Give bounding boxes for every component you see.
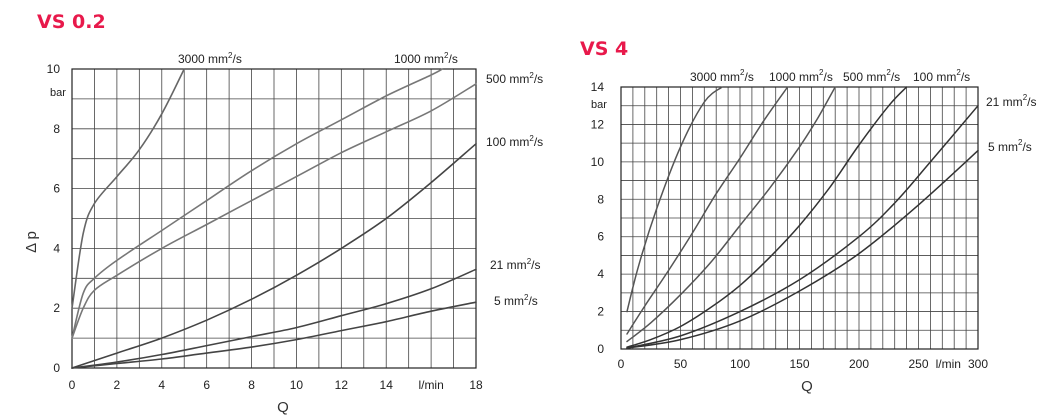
vs02-x-tick-label: 6 [203, 378, 210, 392]
vs4-x-tick-label: l/min [936, 357, 961, 371]
vs4-label-100: 100 mm2/s [913, 68, 970, 84]
vs4-x-axis-label: Q [801, 378, 813, 395]
vs4-label-1000: 1000 mm2/s [769, 68, 833, 84]
vs4-series-line-5 [626, 149, 979, 349]
vs4-series-line-100 [626, 86, 908, 348]
vs4-x-tick-label: 150 [789, 357, 809, 371]
vs4-grid [620, 86, 979, 350]
vs02-label-21: 21 mm2/s [490, 257, 540, 272]
vs02-x-tick-label: 8 [248, 378, 255, 392]
vs4-chart-title: VS 4 [580, 38, 628, 60]
vs4-series-line-1000 [626, 86, 789, 335]
vs4-y-tick-label: 6 [597, 230, 604, 244]
vs4-x-tick-label: 0 [618, 357, 625, 371]
vs4-plot-frame [620, 86, 979, 350]
vs02-series-line-5 [71, 301, 477, 369]
vs02-y-tick-label: 4 [53, 241, 60, 255]
vs02-y-tick-label: 8 [53, 122, 60, 136]
vs02-x-tick-label: 2 [114, 378, 121, 392]
vs4-series-line-3000 [626, 86, 723, 313]
vs02-label-3000: 3000 mm2/s [178, 51, 242, 66]
vs4-x-tick-labels: 0 50 100 150 200 250 l/min 300 [618, 357, 989, 371]
vs02-y-tick-labels: 0 2 4 6 8 10 [47, 62, 61, 375]
vs02-label-100: 100 mm2/s [486, 134, 543, 149]
vs4-series-line-500 [626, 86, 836, 343]
vs4-y-unit: bar [591, 99, 607, 111]
vs4-chart: VS 4 0 2 4 6 8 10 12 14 0 50 100 150 200 250 l/min 300… [580, 38, 1036, 395]
vs4-series [626, 86, 979, 349]
vs02-label-1000: 1000 mm2/s [394, 51, 458, 66]
vs4-y-tick-label: 14 [591, 80, 605, 94]
vs02-x-tick-labels: 0 2 4 6 8 10 12 14 l/min 18 [69, 378, 483, 392]
vs02-y-tick-label: 0 [53, 361, 60, 375]
vs02-series-line-3000 [71, 68, 185, 309]
vs4-y-tick-label: 8 [597, 192, 604, 206]
vs02-chart-title: VS 0.2 [37, 11, 106, 33]
vs4-y-tick-label: 2 [597, 305, 604, 319]
vs02-x-tick-label: 12 [335, 378, 349, 392]
vs4-label-5: 5 mm2/s [988, 138, 1032, 154]
vs4-y-tick-labels: 0 2 4 6 8 10 12 14 [591, 80, 605, 356]
vs02-x-axis-label: Q [277, 399, 289, 415]
vs4-y-tick-label: 4 [597, 267, 604, 281]
vs02-x-tick-label: 4 [158, 378, 165, 392]
vs02-x-tick-label: 14 [380, 378, 394, 392]
vs4-label-3000: 3000 mm2/s [690, 68, 754, 84]
vs02-label-500: 500 mm2/s [486, 71, 543, 86]
vs02-x-tick-label: 0 [69, 378, 76, 392]
vs4-x-tick-label: 300 [968, 357, 988, 371]
vs02-series-line-1000 [71, 68, 444, 339]
vs02-y-tick-label: 10 [47, 62, 61, 76]
vs02-x-tick-label: l/min [418, 378, 443, 392]
vs4-x-tick-label: 50 [674, 357, 688, 371]
vs4-series-line-21 [626, 104, 979, 349]
vs4-y-tick-label: 12 [591, 117, 605, 131]
vs02-x-tick-label: 18 [469, 378, 483, 392]
vs02-plot-frame [71, 68, 477, 369]
vs4-y-tick-label: 10 [591, 155, 605, 169]
vs02-y-unit: bar [50, 87, 66, 99]
vs02-series-line-500 [71, 83, 477, 339]
vs02-series-line-21 [71, 268, 477, 369]
vs4-x-tick-label: 100 [730, 357, 750, 371]
vs02-grid [71, 68, 477, 369]
vs02-chart: VS 0.2 0 2 4 6 8 10 0 2 4 6 8 10 12 14 l/min 18 bar Δ … [23, 11, 543, 415]
vs4-label-500: 500 mm2/s [843, 68, 900, 84]
vs4-label-21: 21 mm2/s [986, 93, 1036, 109]
vs02-y-tick-label: 2 [53, 301, 60, 315]
vs4-y-tick-label: 0 [597, 342, 604, 356]
vs4-x-tick-label: 200 [849, 357, 869, 371]
vs4-x-tick-label: 250 [908, 357, 928, 371]
vs02-y-tick-label: 6 [53, 182, 60, 196]
vs02-label-5: 5 mm2/s [494, 293, 538, 308]
vs02-x-tick-label: 10 [290, 378, 304, 392]
vs02-series-line-100 [71, 143, 477, 369]
vs02-y-axis-label: Δ p [23, 231, 40, 253]
vs02-series [71, 68, 477, 369]
